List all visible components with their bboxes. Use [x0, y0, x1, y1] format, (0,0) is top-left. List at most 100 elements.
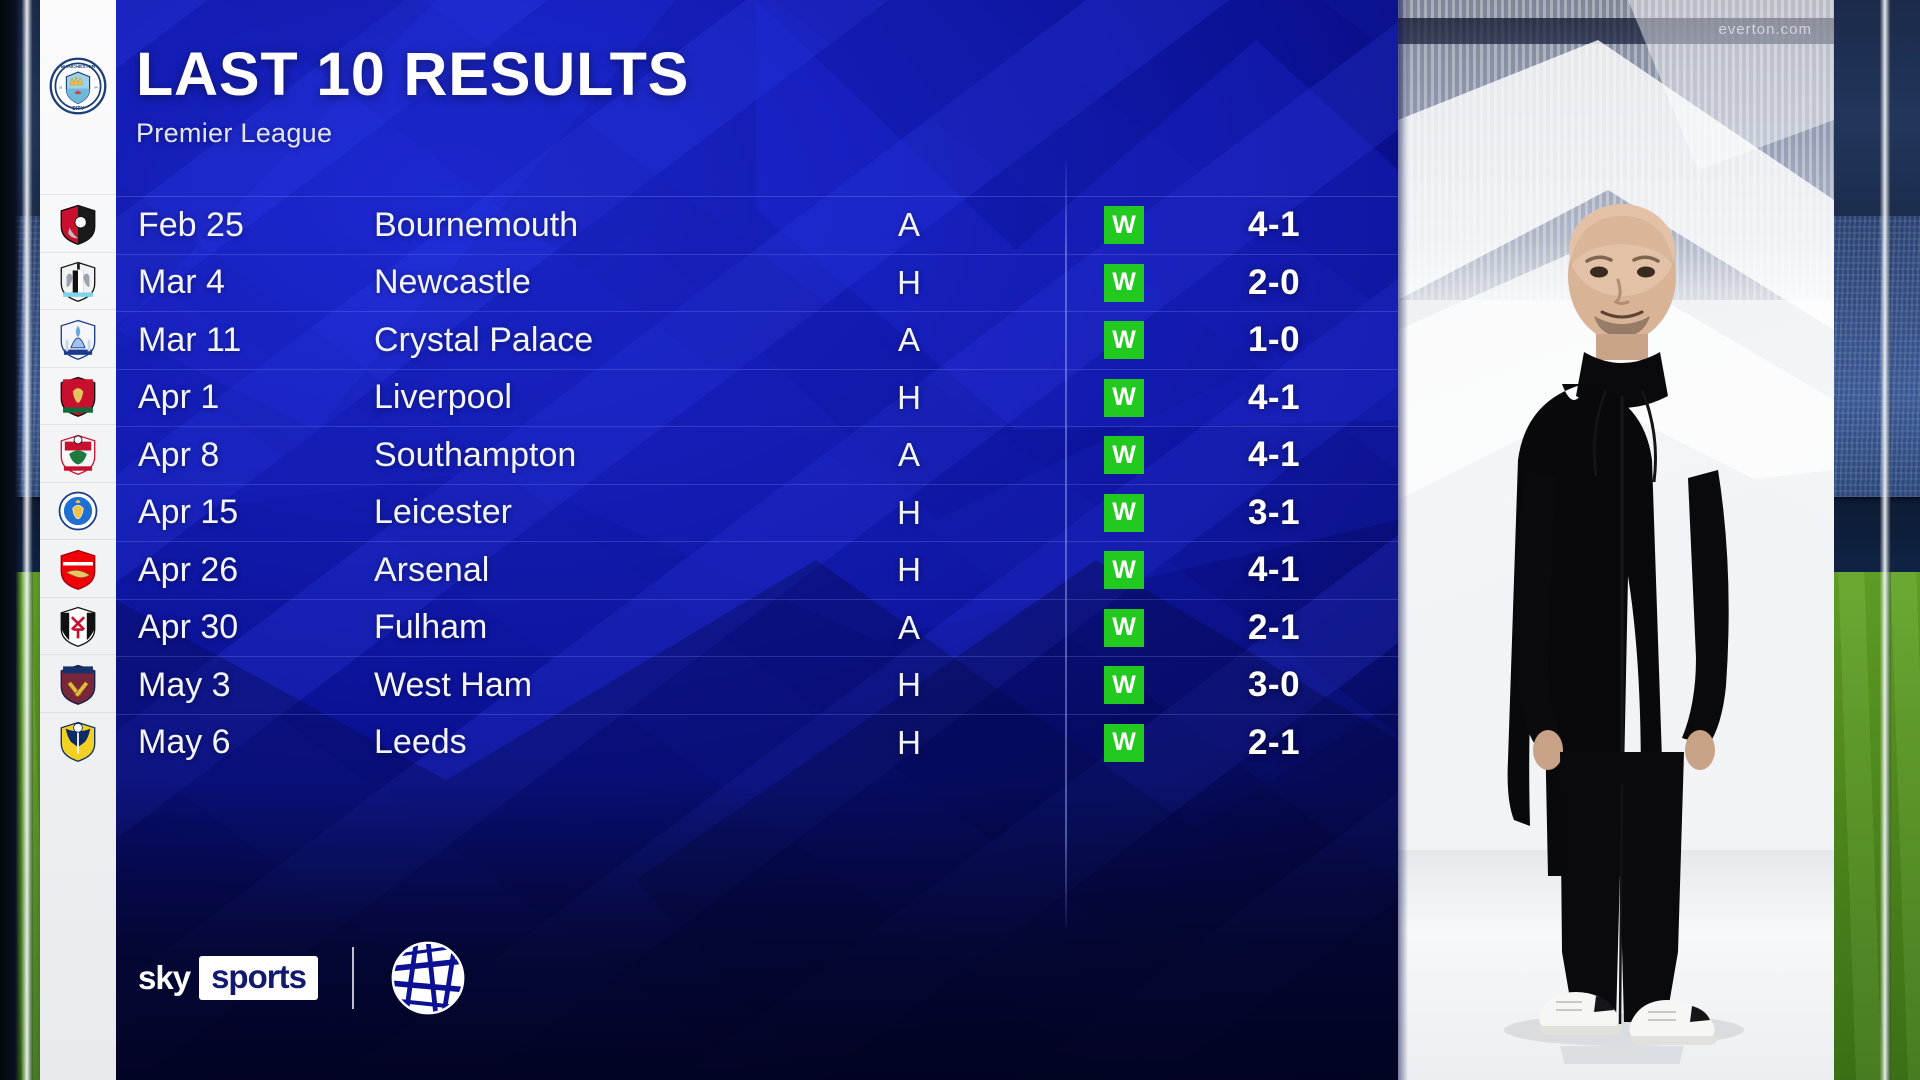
- table-row: Apr 8 Southampton A W 4-1: [116, 426, 1398, 484]
- cell-result: W: [1064, 263, 1184, 302]
- cell-venue: A: [897, 436, 920, 474]
- table-row: Mar 11 Crystal Palace A W 1-0: [116, 311, 1398, 369]
- photo-advert-board: everton.com: [1398, 18, 1834, 44]
- stadium-advert-board: [1834, 496, 1920, 584]
- results-panel: LAST 10 RESULTS Premier League Feb 25 Bou…: [116, 0, 1398, 1080]
- cell-date: May 3: [138, 665, 231, 704]
- stadium-pillar: [22, 0, 33, 1080]
- rail-crest-cell: [40, 481, 116, 540]
- cell-date: Apr 1: [138, 378, 220, 417]
- cell-opponent: Southampton: [374, 435, 577, 474]
- cell-venue: A: [897, 206, 920, 244]
- svg-text:94: 94: [94, 85, 98, 89]
- cell-opponent: West Ham: [374, 665, 533, 704]
- cell-opponent: Crystal Palace: [374, 320, 594, 359]
- stadium-edge-shadow: [0, 0, 22, 1080]
- panel-bottom-shade: [116, 780, 1398, 1080]
- cell-score: 4-1: [1247, 377, 1301, 417]
- stadium-pitch: [1834, 572, 1920, 1080]
- cell-opponent: Arsenal: [374, 550, 490, 589]
- table-row: Apr 1 Liverpool H W 4-1: [116, 368, 1398, 427]
- manchester-city-crest: MANCHESTER CITY 18 94: [49, 57, 107, 115]
- cell-venue: H: [897, 723, 921, 761]
- cell-venue: H: [897, 493, 921, 531]
- fulham-crest: [60, 606, 96, 647]
- page-title: LAST 10 RESULTS: [136, 40, 690, 108]
- stadium-backdrop-right: [1834, 0, 1920, 1080]
- result-badge: W: [1104, 493, 1144, 532]
- cell-result: W: [1064, 493, 1184, 532]
- cell-result: W: [1064, 321, 1184, 360]
- rail-crest-cell: [40, 654, 116, 712]
- result-badge: W: [1104, 551, 1144, 590]
- club-crest-rail: MANCHESTER CITY 18 94: [40, 0, 116, 1080]
- manager-photo-panel: everton.com: [1398, 0, 1834, 1080]
- result-badge: W: [1104, 436, 1144, 475]
- rail-crest-cell: [40, 596, 116, 655]
- table-row: May 3 West Ham H W 3-0: [116, 656, 1398, 714]
- table-row: May 6 Leeds H W 2-1: [116, 713, 1398, 772]
- cell-result: W: [1064, 436, 1184, 475]
- result-badge: W: [1104, 263, 1144, 302]
- result-badge: W: [1104, 378, 1144, 417]
- panel-header: LAST 10 RESULTS Premier League: [136, 44, 689, 149]
- cell-venue: H: [897, 378, 921, 416]
- west-ham-united-crest: [60, 664, 96, 705]
- newcastle-united-crest: [60, 261, 96, 302]
- sky-sports-logo: sky sports: [138, 956, 318, 1000]
- leicester-city-crest: [58, 491, 98, 531]
- table-row: Mar 4 Newcastle H W 2-0: [116, 253, 1398, 312]
- rail-hero-crest-manchester-city: MANCHESTER CITY 18 94: [40, 42, 116, 130]
- cell-date: May 6: [138, 723, 231, 762]
- advert-board-text: everton.com: [1718, 21, 1812, 38]
- cell-result: W: [1064, 551, 1184, 590]
- cell-result: W: [1064, 723, 1184, 762]
- cell-result: W: [1064, 608, 1184, 647]
- cell-score: 2-1: [1247, 607, 1301, 647]
- cell-date: Apr 30: [138, 608, 239, 647]
- result-badge: W: [1104, 608, 1144, 647]
- svg-text:MANCHESTER: MANCHESTER: [61, 64, 96, 70]
- cell-venue: H: [897, 263, 921, 301]
- cell-date: Apr 15: [138, 493, 239, 532]
- table-row: Apr 26 Arsenal H W 4-1: [116, 541, 1398, 599]
- cell-opponent: Newcastle: [374, 263, 531, 302]
- crystal-palace-crest: [60, 319, 96, 360]
- cell-score: 4-1: [1247, 435, 1301, 475]
- table-row: Apr 15 Leicester H W 3-1: [116, 483, 1398, 542]
- footer-logos: sky sports: [138, 938, 468, 1018]
- southampton-crest: [60, 434, 96, 475]
- sports-wordmark: sports: [199, 956, 318, 1000]
- cell-result: W: [1064, 378, 1184, 417]
- rail-crest-cell: [40, 251, 116, 310]
- rail-crest-cell: [40, 424, 116, 482]
- cell-score: 4-1: [1247, 550, 1301, 590]
- cell-score: 3-0: [1247, 665, 1301, 705]
- cell-score: 4-1: [1247, 205, 1301, 245]
- cell-opponent: Bournemouth: [374, 205, 579, 244]
- cell-opponent: Leicester: [374, 493, 512, 532]
- arsenal-crest: [60, 549, 96, 590]
- rail-crest-cell: [40, 366, 116, 425]
- rail-crest-cell: [40, 711, 116, 770]
- stadium-backdrop-left: [0, 0, 44, 1080]
- result-badge: W: [1104, 321, 1144, 360]
- logo-divider: [351, 947, 354, 1009]
- cell-score: 2-0: [1247, 262, 1301, 302]
- cell-opponent: Leeds: [374, 723, 467, 762]
- cell-opponent: Liverpool: [374, 378, 512, 417]
- cell-score: 3-1: [1247, 492, 1301, 532]
- cell-score: 1-0: [1247, 320, 1301, 360]
- panel-right-shadow: [1398, 0, 1408, 1080]
- bournemouth-crest: [60, 204, 96, 245]
- cell-venue: H: [897, 666, 921, 704]
- table-row: Apr 30 Fulham A W 2-1: [116, 598, 1398, 657]
- cell-venue: A: [897, 321, 920, 359]
- leeds-united-crest: [60, 721, 96, 762]
- cell-date: Apr 26: [138, 550, 239, 589]
- results-table: Feb 25 Bournemouth A W 4-1 Mar 4 Newcastle H W 2-…: [116, 196, 1398, 771]
- cell-date: Feb 25: [138, 205, 244, 244]
- cell-date: Mar 11: [138, 320, 242, 359]
- cell-opponent: Fulham: [374, 608, 488, 647]
